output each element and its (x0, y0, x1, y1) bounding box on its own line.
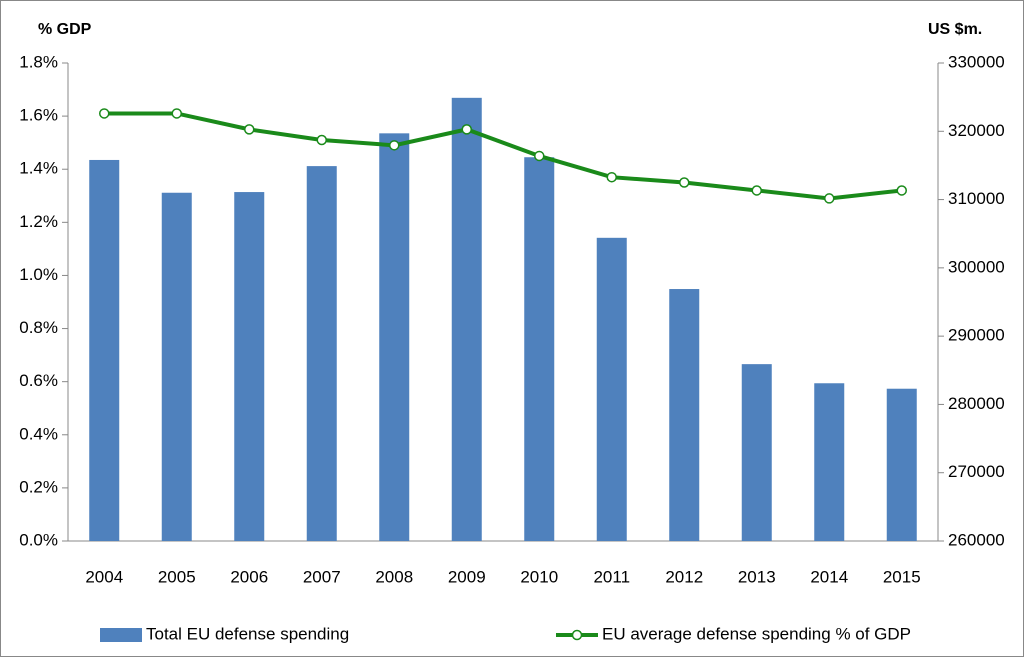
y-axis-label: % GDP (38, 21, 92, 38)
x-tick-label: 2014 (810, 567, 848, 586)
x-tick-label: 2008 (375, 567, 413, 586)
line-marker (389, 140, 400, 151)
line-marker (679, 177, 690, 188)
y-tick-label: 1.4% (19, 159, 58, 178)
bar (524, 157, 555, 541)
y2-tick-label: 290000 (948, 326, 1005, 345)
y-tick-label: 0.2% (19, 477, 58, 496)
bar (306, 166, 337, 541)
line-marker (316, 134, 327, 146)
y-tick-label: 1.6% (19, 106, 58, 125)
bar (89, 159, 120, 542)
bar (379, 133, 410, 541)
y2-tick-label: 280000 (948, 394, 1005, 413)
x-tick-label: 2006 (230, 567, 268, 586)
y2-tick-label: 320000 (948, 121, 1005, 140)
y2-tick-label: 300000 (948, 257, 1005, 276)
x-tick-label: 2013 (738, 567, 776, 586)
x-tick-label: 2011 (593, 567, 630, 586)
line-marker (751, 185, 762, 196)
bar (886, 388, 917, 541)
y-tick-label: 1.2% (19, 212, 58, 231)
y-tick-label: 0.8% (19, 318, 58, 337)
y2-tick-label: 330000 (948, 52, 1005, 71)
x-tick-label: 2010 (520, 567, 558, 586)
y2-tick-label: 260000 (948, 530, 1005, 549)
bar (814, 383, 845, 541)
line-marker (99, 108, 110, 119)
line-marker (171, 108, 182, 119)
bar (234, 192, 265, 541)
bar (741, 364, 772, 541)
x-tick-label: 2015 (883, 567, 921, 586)
line-marker (824, 193, 835, 204)
y2-tick-label: 270000 (948, 462, 1005, 481)
y-tick-label: 1.0% (19, 265, 58, 284)
line-marker (461, 124, 472, 135)
legend-marker (571, 629, 583, 641)
x-tick-label: 2005 (158, 567, 196, 586)
y2-tick-label: 310000 (948, 189, 1005, 208)
line-marker (534, 150, 545, 162)
y-tick-label: 0.6% (19, 371, 58, 390)
legend-label: EU average defense spending % of GDP (602, 624, 911, 643)
bar (451, 97, 482, 541)
line-marker (896, 185, 907, 196)
legend-label: Total EU defense spending (146, 624, 349, 643)
bar (669, 289, 700, 541)
line-marker (606, 171, 617, 183)
bar (596, 237, 627, 541)
y-tick-label: 1.8% (19, 52, 58, 71)
x-tick-label: 2007 (303, 567, 341, 586)
bar (161, 192, 192, 541)
x-tick-label: 2012 (665, 567, 703, 586)
x-tick-label: 2009 (448, 567, 486, 586)
y-tick-label: 0.0% (19, 530, 58, 549)
y2-axis-label: US $m. (928, 21, 982, 38)
x-tick-label: 2004 (85, 567, 123, 586)
legend-swatch (100, 628, 142, 642)
y-tick-label: 0.4% (19, 424, 58, 443)
line-marker (244, 124, 255, 135)
line (104, 111, 902, 201)
